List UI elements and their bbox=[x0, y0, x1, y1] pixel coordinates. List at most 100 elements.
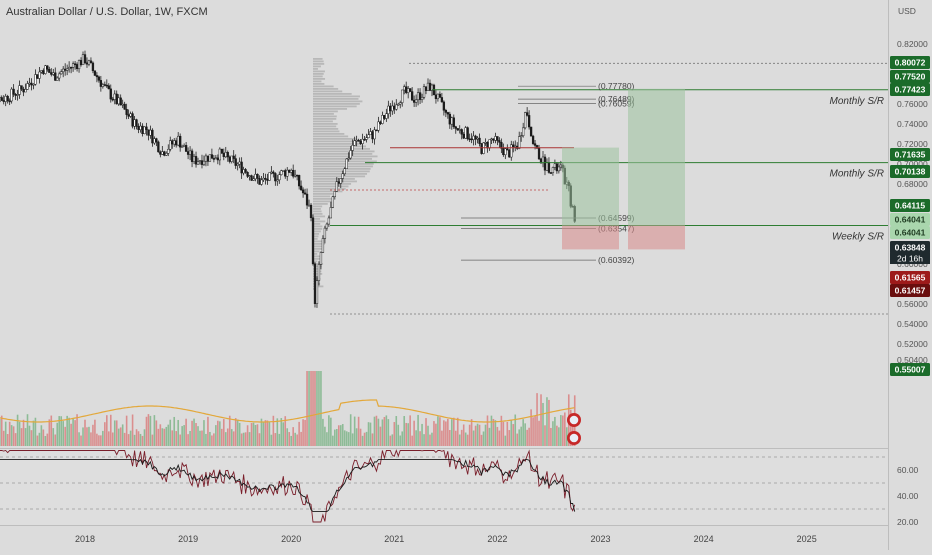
candle-body bbox=[441, 97, 443, 101]
volume-bar bbox=[271, 435, 273, 446]
volume-bar bbox=[421, 424, 423, 446]
x-tick-label: 2022 bbox=[487, 534, 507, 544]
volume-bar bbox=[156, 420, 158, 446]
volume-bar bbox=[455, 431, 457, 446]
volume-bar bbox=[520, 427, 522, 446]
currency-label: USD bbox=[898, 6, 916, 16]
volume-bar bbox=[364, 433, 366, 446]
candle-body bbox=[425, 87, 427, 91]
volume-bar bbox=[207, 417, 209, 446]
volume-profile-bar bbox=[313, 76, 323, 78]
volume-bar bbox=[296, 434, 298, 446]
volume-bar bbox=[70, 424, 72, 446]
candle-body bbox=[221, 149, 223, 153]
volume-bar bbox=[350, 414, 352, 446]
volume-bar bbox=[50, 416, 52, 446]
candle-body bbox=[354, 141, 356, 146]
volume-bar bbox=[544, 425, 546, 446]
candle-body bbox=[356, 140, 358, 141]
volume-bar bbox=[179, 435, 181, 446]
volume-bar bbox=[86, 427, 88, 446]
volume-bar bbox=[508, 430, 510, 446]
volume-bar bbox=[193, 419, 195, 446]
candle-body bbox=[183, 145, 185, 146]
volume-bar bbox=[132, 414, 134, 446]
volume-bar bbox=[304, 420, 306, 446]
volume-bar bbox=[330, 418, 332, 446]
candle-body bbox=[209, 155, 211, 162]
volume-bar bbox=[112, 432, 114, 446]
candle-body bbox=[326, 224, 328, 228]
volume-profile-bar bbox=[313, 216, 325, 218]
volume-bar bbox=[80, 436, 82, 446]
candle-body bbox=[417, 93, 419, 100]
sr-level-label: Monthly S/R bbox=[830, 96, 884, 107]
y-tick-label: 0.54000 bbox=[897, 319, 928, 329]
candle-body bbox=[98, 77, 100, 81]
volume-bar bbox=[405, 423, 407, 446]
volume-profile-bar bbox=[313, 108, 347, 110]
candle-body bbox=[138, 126, 140, 129]
volume-bar bbox=[96, 434, 98, 446]
candle-body bbox=[459, 129, 461, 130]
volume-bar bbox=[19, 422, 21, 446]
volume-profile-bar bbox=[313, 128, 338, 130]
candle-body bbox=[493, 139, 495, 140]
candle-body bbox=[378, 122, 380, 131]
volume-profile-bar bbox=[313, 203, 328, 205]
volume-profile-bar bbox=[313, 196, 330, 198]
volume-bar bbox=[495, 420, 497, 446]
volume-bar bbox=[403, 416, 405, 446]
candle-body bbox=[241, 162, 243, 173]
volume-bar bbox=[120, 427, 122, 446]
candle-body bbox=[344, 169, 346, 174]
candle-body bbox=[463, 134, 465, 138]
candle-body bbox=[197, 162, 199, 165]
candle-body bbox=[510, 145, 512, 157]
candle-body bbox=[185, 145, 187, 151]
volume-bar bbox=[282, 422, 284, 446]
volume-bar bbox=[126, 416, 128, 446]
stop-box-2 bbox=[628, 226, 685, 250]
volume-bar bbox=[124, 433, 126, 446]
volume-bar bbox=[52, 428, 54, 446]
candle-body bbox=[445, 110, 447, 112]
candle-body bbox=[284, 171, 286, 177]
candle-body bbox=[165, 153, 167, 155]
candle-body bbox=[429, 83, 431, 90]
candle-body bbox=[449, 114, 451, 124]
candle-body bbox=[231, 156, 233, 162]
candle-body bbox=[451, 118, 453, 124]
candle-body bbox=[54, 73, 56, 81]
volume-bar bbox=[263, 422, 265, 446]
volume-profile-bar bbox=[313, 208, 321, 210]
volume-bar bbox=[471, 419, 473, 446]
volume-bar bbox=[68, 418, 70, 446]
volume-bar bbox=[372, 433, 374, 446]
candle-body bbox=[405, 87, 407, 93]
candle-body bbox=[11, 89, 13, 101]
candle-body bbox=[86, 63, 88, 64]
volume-bar bbox=[473, 431, 475, 446]
volume-profile-bar bbox=[313, 171, 370, 173]
volume-bar bbox=[11, 425, 13, 446]
volume-bar bbox=[503, 422, 505, 446]
volume-bar bbox=[546, 397, 548, 446]
volume-bar bbox=[189, 431, 191, 446]
volume-bar bbox=[209, 432, 211, 446]
candle-body bbox=[161, 152, 163, 155]
candle-body bbox=[112, 99, 114, 100]
candle-body bbox=[128, 115, 130, 117]
candle-body bbox=[401, 90, 403, 103]
volume-bar bbox=[118, 429, 120, 446]
candle-body bbox=[411, 92, 413, 101]
candle-body bbox=[473, 136, 475, 140]
volume-bar bbox=[499, 431, 501, 446]
candle-body bbox=[348, 158, 350, 159]
volume-bar bbox=[25, 428, 27, 446]
volume-bar bbox=[463, 424, 465, 446]
chart-title: Australian Dollar / U.S. Dollar, 1W, FXC… bbox=[6, 6, 208, 18]
candle-body bbox=[148, 130, 150, 136]
candle-body bbox=[173, 141, 175, 144]
